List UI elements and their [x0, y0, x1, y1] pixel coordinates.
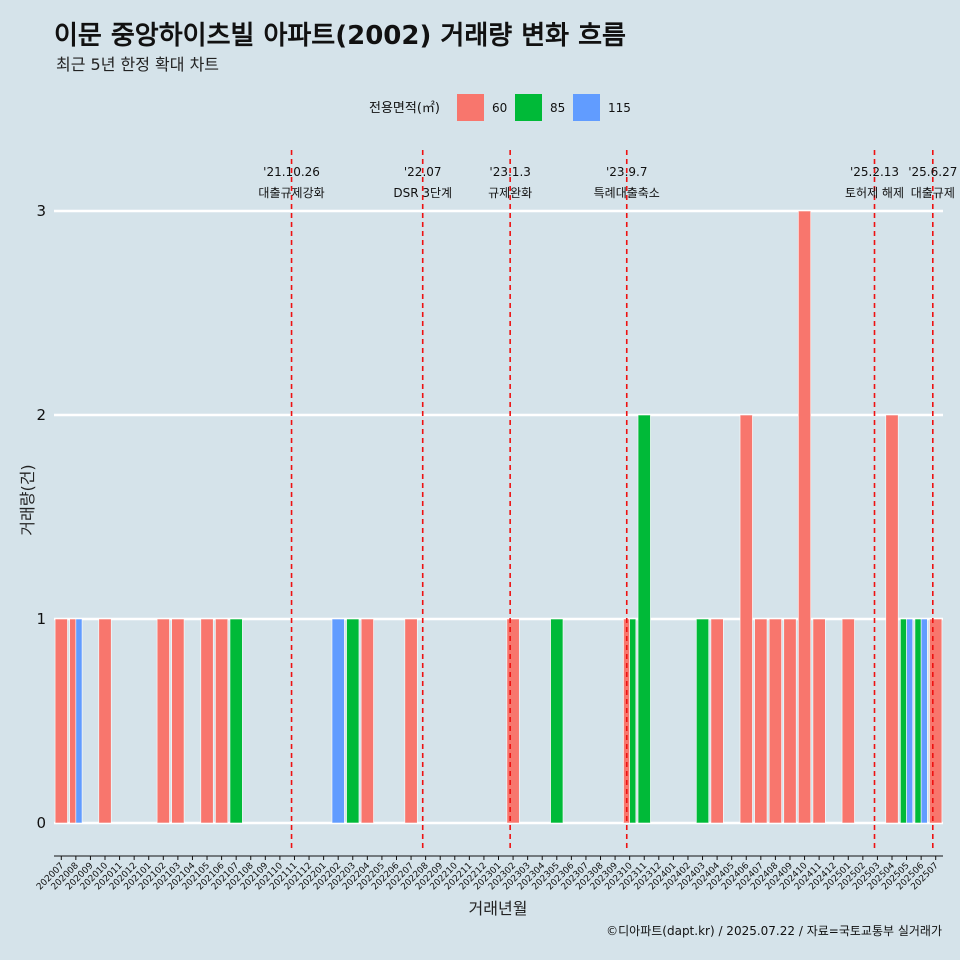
- legend: 전용면적(㎡) 60 85 115: [369, 94, 631, 121]
- event-label: 토허제 해제: [845, 186, 904, 200]
- bar-202010-60: [98, 618, 112, 824]
- bar-202507-60: [929, 618, 943, 824]
- bar-202501-60: [841, 618, 855, 824]
- bar-202409-60: [783, 618, 797, 824]
- event-markers: '21.10.26 대출규제강화 '22.07 DSR 3단계 '23.1.3 규제완화 '…: [258, 150, 957, 850]
- bar-202302-60: [506, 618, 520, 824]
- legend-label-85: 85: [550, 101, 565, 115]
- x-axis: 2020072020082020092020102020112020122021…: [35, 855, 943, 892]
- bar-202102-60: [156, 618, 170, 824]
- y-tick-label: 1: [36, 610, 46, 628]
- legend-title: 전용면적(㎡): [369, 101, 440, 116]
- bar-202506-115: [920, 618, 928, 824]
- bars: [54, 210, 943, 824]
- bar-202404-60: [710, 618, 724, 824]
- event-date-label: '25.6.27: [908, 165, 957, 179]
- bar-202105-60: [200, 618, 214, 824]
- chart-title: 이문 중앙하이츠빌 아파트(2002) 거래량 변화 흐름: [54, 21, 626, 51]
- event-date-label: '21.10.26: [263, 165, 320, 179]
- bar-202007-60: [54, 618, 68, 824]
- bar-202505-85: [900, 618, 907, 824]
- bar-202406-60: [739, 414, 753, 824]
- event-date-label: '22.07: [404, 165, 442, 179]
- bar-202103-60: [171, 618, 185, 824]
- chart-subtitle: 최근 5년 한정 확대 차트: [56, 55, 219, 74]
- y-tick-label: 0: [36, 814, 46, 832]
- bar-202008-60: [69, 618, 77, 824]
- bar-202403-85: [696, 618, 710, 824]
- bar-202310-85: [629, 618, 637, 824]
- event-date-label: '23.9.7: [606, 165, 647, 179]
- bar-202207-60: [404, 618, 418, 824]
- bar-202311-85: [637, 414, 651, 824]
- bar-202408-60: [768, 618, 782, 824]
- legend-label-115: 115: [608, 101, 631, 115]
- legend-swatch-85: [515, 94, 542, 121]
- bar-202305-85: [550, 618, 564, 824]
- bar-202505-115: [906, 618, 914, 824]
- x-axis-title: 거래년월: [469, 899, 528, 918]
- bar-202506-85: [914, 618, 922, 824]
- bar-202504-60: [885, 414, 899, 824]
- event-label: 특례대출축소: [594, 186, 660, 200]
- caption: ©디아파트(dapt.kr) / 2025.07.22 / 자료=국토교통부 실…: [606, 924, 942, 938]
- bar-202407-60: [754, 618, 768, 824]
- event-label: 규제완화: [488, 186, 532, 200]
- event-label: 대출규제강화: [258, 186, 324, 200]
- event-date-label: '23.1.3: [489, 165, 530, 179]
- bar-202204-60: [360, 618, 374, 824]
- y-axis: 0 1 2 3: [36, 202, 46, 832]
- bar-202411-60: [812, 618, 826, 824]
- bar-202410-60: [798, 210, 812, 824]
- bar-202106-60: [215, 618, 229, 824]
- event-date-label: '25.2.13: [850, 165, 899, 179]
- y-tick-label: 3: [36, 202, 46, 220]
- event-label: DSR 3단계: [393, 186, 452, 200]
- event-label: 대출규제: [911, 186, 955, 200]
- bar-202107-85: [229, 618, 243, 824]
- legend-swatch-60: [457, 94, 484, 121]
- y-axis-title: 거래량(건): [18, 464, 37, 535]
- bar-202202-115: [331, 618, 345, 824]
- bar-202203-85: [346, 618, 360, 824]
- y-tick-label: 2: [36, 406, 46, 424]
- legend-swatch-115: [573, 94, 600, 121]
- bar-202008-115: [75, 618, 83, 824]
- legend-label-60: 60: [492, 101, 507, 115]
